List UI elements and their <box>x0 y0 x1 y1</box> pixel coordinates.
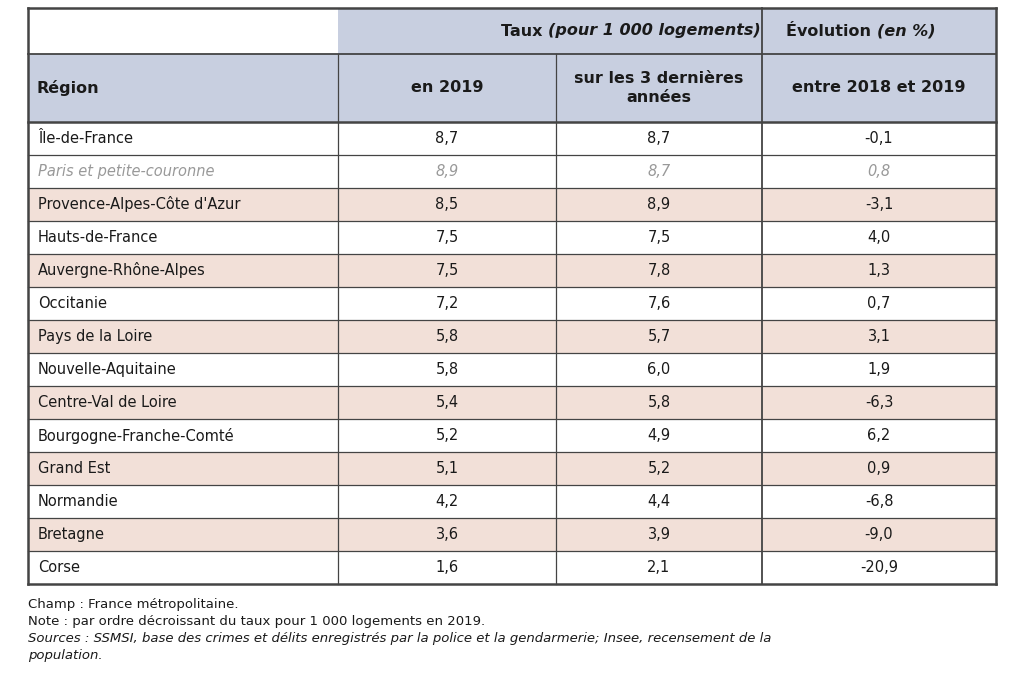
Text: 7,5: 7,5 <box>647 230 671 245</box>
Bar <box>28 254 996 287</box>
Text: Sources : SSMSI, base des crimes et délits enregistrés par la police et la genda: Sources : SSMSI, base des crimes et déli… <box>28 632 771 645</box>
Text: 5,8: 5,8 <box>435 329 459 344</box>
Text: -0,1: -0,1 <box>864 131 893 146</box>
Bar <box>28 419 996 452</box>
Text: Grand Est: Grand Est <box>38 461 111 476</box>
Bar <box>28 386 996 419</box>
Text: 1,9: 1,9 <box>867 362 891 377</box>
Text: Hauts-de-France: Hauts-de-France <box>38 230 159 245</box>
Text: 8,7: 8,7 <box>435 131 459 146</box>
Text: Bretagne: Bretagne <box>38 527 105 542</box>
Text: 8,9: 8,9 <box>435 164 459 179</box>
Text: (pour 1 000 logements): (pour 1 000 logements) <box>548 24 761 38</box>
Text: (en %): (en %) <box>877 24 936 38</box>
Text: Taux: Taux <box>501 24 548 38</box>
Text: Nouvelle-Aquitaine: Nouvelle-Aquitaine <box>38 362 177 377</box>
Text: 4,2: 4,2 <box>435 494 459 509</box>
Bar <box>28 485 996 518</box>
Text: Centre-Val de Loire: Centre-Val de Loire <box>38 395 176 410</box>
Text: en 2019: en 2019 <box>411 80 483 96</box>
Bar <box>28 155 996 188</box>
Text: 8,5: 8,5 <box>435 197 459 212</box>
Text: 5,4: 5,4 <box>435 395 459 410</box>
Text: 2,1: 2,1 <box>647 560 671 575</box>
Bar <box>28 551 996 584</box>
Text: 7,6: 7,6 <box>647 296 671 311</box>
Text: Normandie: Normandie <box>38 494 119 509</box>
Text: 7,5: 7,5 <box>435 263 459 278</box>
Text: 7,5: 7,5 <box>435 230 459 245</box>
Text: 5,8: 5,8 <box>647 395 671 410</box>
Text: 4,9: 4,9 <box>647 428 671 443</box>
Text: 5,1: 5,1 <box>435 461 459 476</box>
Text: 3,1: 3,1 <box>867 329 891 344</box>
Text: Île-de-France: Île-de-France <box>38 131 133 146</box>
Bar <box>338 8 762 54</box>
Text: Auvergne-Rhône-Alpes: Auvergne-Rhône-Alpes <box>38 263 206 278</box>
Text: 5,2: 5,2 <box>647 461 671 476</box>
Bar <box>28 353 996 386</box>
Text: 0,8: 0,8 <box>867 164 891 179</box>
Bar <box>28 518 996 551</box>
Text: Champ : France métropolitaine.: Champ : France métropolitaine. <box>28 598 239 611</box>
Bar <box>28 8 338 54</box>
Text: Paris et petite-couronne: Paris et petite-couronne <box>38 164 214 179</box>
Text: 1,3: 1,3 <box>867 263 891 278</box>
Text: -9,0: -9,0 <box>864 527 893 542</box>
Text: 4,4: 4,4 <box>647 494 671 509</box>
Text: sur les 3 dernières
années: sur les 3 dernières années <box>574 71 743 105</box>
Text: Note : par ordre décroissant du taux pour 1 000 logements en 2019.: Note : par ordre décroissant du taux pou… <box>28 615 485 628</box>
Text: Occitanie: Occitanie <box>38 296 106 311</box>
Bar <box>28 287 996 320</box>
Text: 0,7: 0,7 <box>867 296 891 311</box>
Bar <box>28 122 996 155</box>
Text: -6,8: -6,8 <box>864 494 893 509</box>
Text: 3,9: 3,9 <box>647 527 671 542</box>
Text: 0,9: 0,9 <box>867 461 891 476</box>
Text: 5,7: 5,7 <box>647 329 671 344</box>
Bar <box>762 8 996 54</box>
Bar <box>28 320 996 353</box>
Text: 7,8: 7,8 <box>647 263 671 278</box>
Bar <box>28 452 996 485</box>
Text: 6,0: 6,0 <box>647 362 671 377</box>
Text: 6,2: 6,2 <box>867 428 891 443</box>
Bar <box>28 188 996 221</box>
Text: Provence-Alpes-Côte d'Azur: Provence-Alpes-Côte d'Azur <box>38 196 241 212</box>
Text: entre 2018 et 2019: entre 2018 et 2019 <box>793 80 966 96</box>
Text: Bourgogne-Franche-Comté: Bourgogne-Franche-Comté <box>38 428 234 443</box>
Text: Région: Région <box>36 80 98 96</box>
Text: Évolution: Évolution <box>786 24 877 38</box>
Text: 8,7: 8,7 <box>647 164 671 179</box>
Text: -3,1: -3,1 <box>865 197 893 212</box>
Text: -6,3: -6,3 <box>865 395 893 410</box>
Text: 5,2: 5,2 <box>435 428 459 443</box>
Text: 1,6: 1,6 <box>435 560 459 575</box>
Text: 8,9: 8,9 <box>647 197 671 212</box>
Text: Corse: Corse <box>38 560 80 575</box>
Text: 7,2: 7,2 <box>435 296 459 311</box>
Text: population.: population. <box>28 649 102 662</box>
Text: 8,7: 8,7 <box>647 131 671 146</box>
Bar <box>28 54 996 122</box>
Text: 5,8: 5,8 <box>435 362 459 377</box>
Text: -20,9: -20,9 <box>860 560 898 575</box>
Text: 3,6: 3,6 <box>435 527 459 542</box>
Text: 4,0: 4,0 <box>867 230 891 245</box>
Text: Pays de la Loire: Pays de la Loire <box>38 329 153 344</box>
Bar <box>28 221 996 254</box>
